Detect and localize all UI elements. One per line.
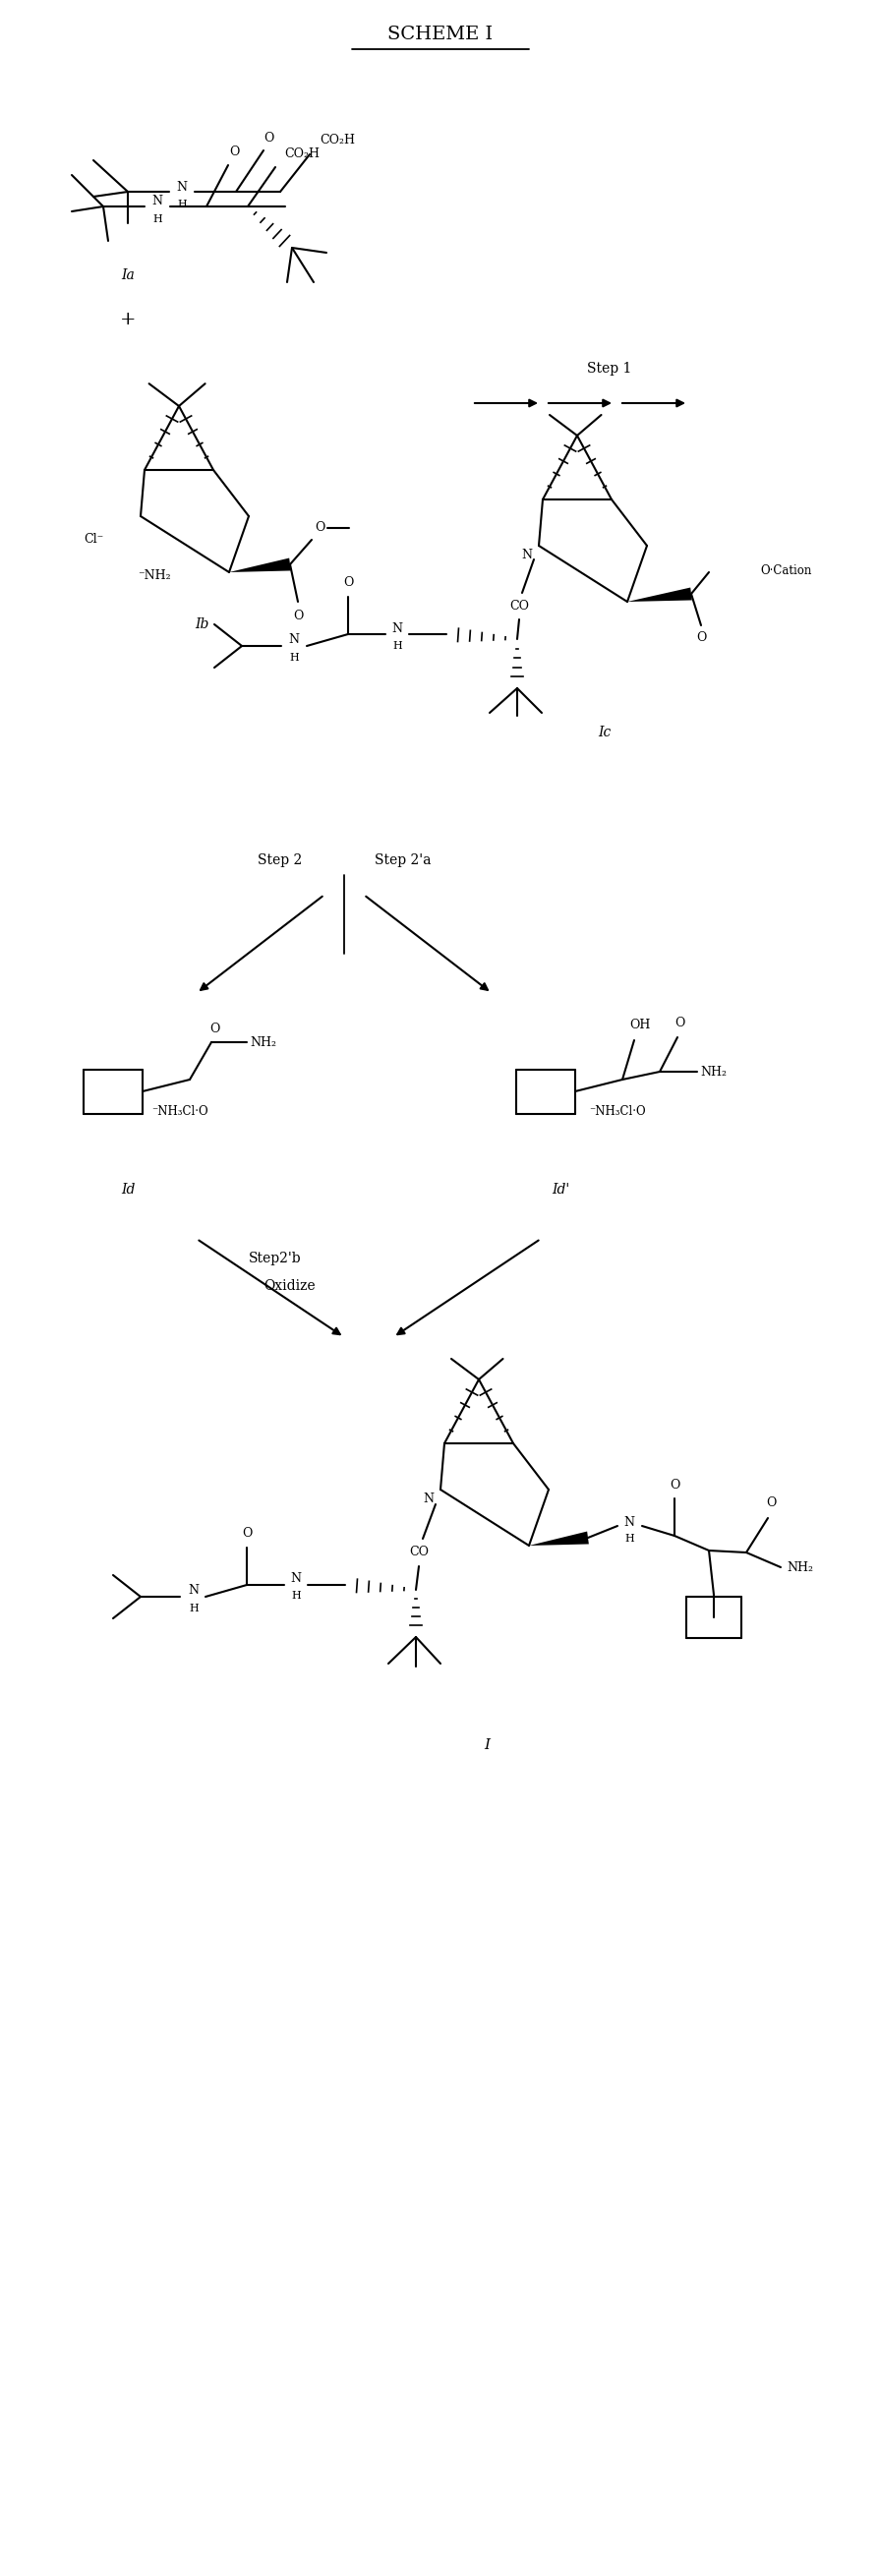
- Text: H: H: [177, 198, 186, 209]
- Text: NH₂: NH₂: [786, 1561, 813, 1574]
- Text: Step 1: Step 1: [586, 361, 631, 376]
- Text: Id': Id': [551, 1182, 569, 1198]
- Text: N: N: [290, 1571, 301, 1584]
- Text: ⁻NH₂: ⁻NH₂: [138, 569, 171, 582]
- Text: O: O: [669, 1479, 679, 1492]
- Text: H: H: [392, 641, 402, 652]
- Text: O·Cation: O·Cation: [759, 564, 810, 577]
- Text: Oxidize: Oxidize: [264, 1280, 316, 1293]
- Text: N: N: [521, 549, 532, 562]
- Text: N: N: [623, 1515, 634, 1528]
- Text: N: N: [177, 180, 187, 193]
- Text: N: N: [391, 623, 403, 636]
- Text: O: O: [263, 131, 273, 144]
- Text: O: O: [695, 631, 705, 644]
- Text: CO: CO: [409, 1546, 428, 1558]
- Text: ⁻NH₃Cl·O: ⁻NH₃Cl·O: [151, 1105, 208, 1118]
- Text: H: H: [289, 652, 299, 662]
- Text: Ia: Ia: [121, 268, 134, 283]
- Text: O: O: [242, 1528, 251, 1540]
- Text: H: H: [152, 214, 162, 224]
- Text: N: N: [152, 196, 163, 209]
- Text: N: N: [188, 1584, 199, 1597]
- Polygon shape: [229, 559, 291, 572]
- Text: O: O: [229, 147, 239, 160]
- Text: CO₂H: CO₂H: [284, 147, 319, 160]
- Polygon shape: [627, 587, 691, 603]
- Text: Step 2: Step 2: [258, 853, 302, 868]
- Text: OH: OH: [628, 1020, 650, 1033]
- Text: O: O: [673, 1015, 684, 1028]
- Text: NH₂: NH₂: [250, 1036, 277, 1048]
- Text: SCHEME I: SCHEME I: [387, 26, 492, 44]
- Text: H: H: [624, 1533, 634, 1543]
- Text: H: H: [291, 1592, 301, 1600]
- Text: CO: CO: [509, 600, 528, 613]
- Text: H: H: [189, 1605, 199, 1613]
- Text: O: O: [343, 577, 352, 590]
- Text: CO₂H: CO₂H: [319, 134, 354, 147]
- Text: O: O: [293, 608, 302, 621]
- Text: Id: Id: [120, 1182, 134, 1198]
- Text: I: I: [483, 1739, 489, 1752]
- Text: Ib: Ib: [194, 618, 208, 631]
- Text: Step2'b: Step2'b: [249, 1252, 301, 1265]
- Text: Cl⁻: Cl⁻: [84, 533, 103, 546]
- Text: O: O: [209, 1023, 219, 1036]
- Polygon shape: [528, 1530, 588, 1546]
- Text: ⁻NH₃Cl·O: ⁻NH₃Cl·O: [588, 1105, 645, 1118]
- Text: N: N: [423, 1494, 433, 1507]
- Text: +: +: [120, 312, 135, 327]
- Text: Step 2'a: Step 2'a: [374, 853, 431, 868]
- Text: N: N: [288, 634, 299, 647]
- Text: Ic: Ic: [598, 726, 611, 739]
- Text: NH₂: NH₂: [700, 1066, 726, 1079]
- Text: O: O: [314, 520, 324, 533]
- Text: O: O: [765, 1497, 775, 1510]
